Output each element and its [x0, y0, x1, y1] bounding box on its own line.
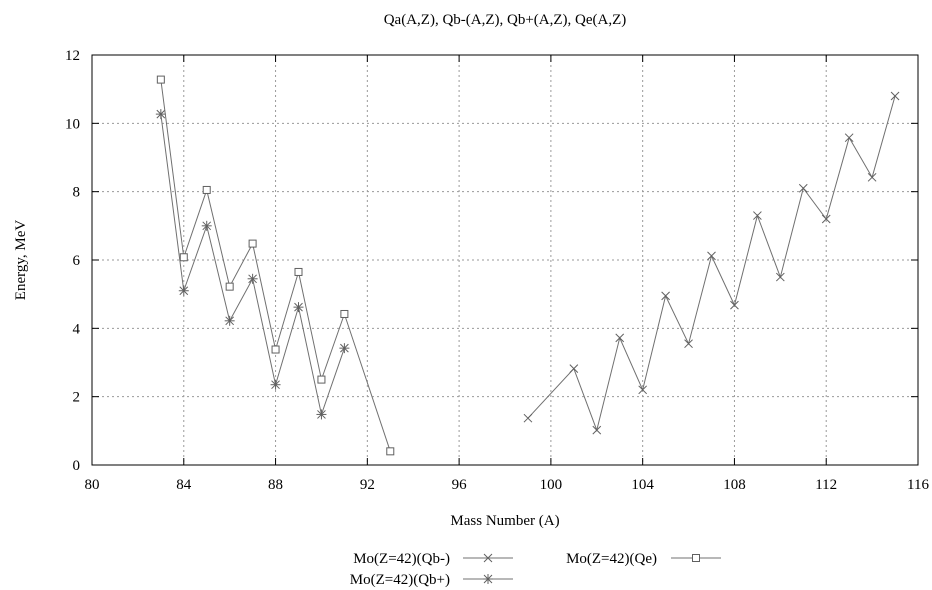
legend-label: Mo(Z=42)(Qb+)	[350, 572, 450, 588]
data-point-x-marker	[569, 364, 579, 374]
data-point-square-marker	[248, 239, 257, 248]
y-tick-label: 4	[73, 321, 81, 337]
data-point-x-marker	[523, 413, 533, 423]
series-asterisk	[155, 109, 350, 420]
data-point-x-marker	[730, 300, 739, 310]
data-point-square-marker	[179, 253, 188, 262]
y-tick-label: 8	[73, 185, 81, 201]
y-tick-label: 2	[73, 390, 81, 406]
data-point-asterisk-marker	[339, 343, 350, 354]
y-tick-label: 6	[73, 253, 81, 269]
y-tick-label: 10	[65, 116, 80, 132]
data-point-square-marker	[386, 447, 395, 456]
x-tick-label: 96	[452, 477, 468, 493]
data-point-square-marker	[156, 75, 165, 84]
data-point-x-marker	[775, 272, 785, 282]
x-tick-label: 108	[723, 477, 746, 493]
data-series	[155, 75, 900, 456]
data-point-x-marker	[661, 291, 670, 301]
chart-title: Qa(A,Z), Qb-(A,Z), Qb+(A,Z), Qe(A,Z)	[384, 12, 627, 28]
y-axis-label: Energy, MeV	[13, 220, 29, 301]
data-point-x-marker	[638, 385, 648, 395]
x-tick-label: 80	[85, 477, 100, 493]
data-point-x-marker	[867, 172, 877, 182]
legend-label: Mo(Z=42)(Qe)	[566, 551, 657, 567]
legend: Mo(Z=42)(Qb-) Mo(Z=42)(Qe) Mo(Z=42)(Qb+)	[350, 551, 721, 588]
series-square	[156, 75, 395, 456]
x-tick-label: 84	[176, 477, 192, 493]
series-x	[523, 91, 900, 435]
legend-label: Mo(Z=42)(Qb-)	[353, 551, 450, 567]
x-axis-label: Mass Number (A)	[450, 513, 559, 529]
data-point-x-marker	[890, 91, 900, 101]
data-point-asterisk-marker	[224, 315, 235, 326]
legend-item: Mo(Z=42)(Qe)	[566, 551, 721, 567]
data-point-x-marker	[821, 214, 831, 224]
legend-item: Mo(Z=42)(Qb+)	[350, 572, 513, 588]
series-line	[527, 95, 896, 432]
data-point-x-marker	[753, 211, 762, 220]
y-tick-label: 0	[73, 458, 81, 474]
data-point-asterisk-marker	[270, 379, 281, 390]
data-point-square-marker	[225, 282, 234, 291]
data-point-asterisk-marker	[155, 109, 166, 120]
data-point-square-marker	[294, 267, 303, 276]
data-point-square-marker	[271, 345, 280, 354]
data-point-x-marker	[684, 339, 693, 349]
x-tick-label: 104	[631, 477, 654, 493]
data-point-square-marker	[317, 375, 326, 384]
y-tick-label: 12	[65, 48, 80, 64]
x-tick-label: 116	[907, 477, 929, 493]
data-point-square-marker	[202, 185, 211, 194]
data-point-square-marker	[692, 554, 700, 562]
series-line	[160, 79, 391, 452]
series-line	[160, 114, 345, 417]
axis-ticks: 80 84 88 92 96 100 104 108 112 116 0 2 4 6 8 10 12	[65, 48, 929, 493]
data-point-asterisk-marker	[247, 273, 258, 284]
data-point-square-marker	[340, 309, 349, 318]
x-tick-label: 100	[540, 477, 563, 493]
data-point-asterisk-marker	[483, 574, 493, 584]
data-point-x-marker	[615, 333, 625, 343]
legend-item: Mo(Z=42)(Qb-)	[353, 551, 513, 567]
data-point-x-marker	[483, 553, 493, 563]
plot-frame	[91, 54, 919, 466]
data-point-x-marker	[592, 425, 602, 435]
data-point-x-marker	[707, 251, 716, 261]
data-point-x-marker	[798, 183, 808, 193]
data-point-asterisk-marker	[178, 285, 189, 296]
data-point-asterisk-marker	[316, 409, 327, 420]
x-tick-label: 88	[268, 477, 283, 493]
data-point-asterisk-marker	[293, 302, 304, 313]
x-tick-label: 92	[360, 477, 375, 493]
data-point-asterisk-marker	[201, 220, 212, 231]
grid-lines	[92, 55, 918, 465]
x-tick-label: 112	[815, 477, 837, 493]
data-point-x-marker	[844, 133, 854, 143]
